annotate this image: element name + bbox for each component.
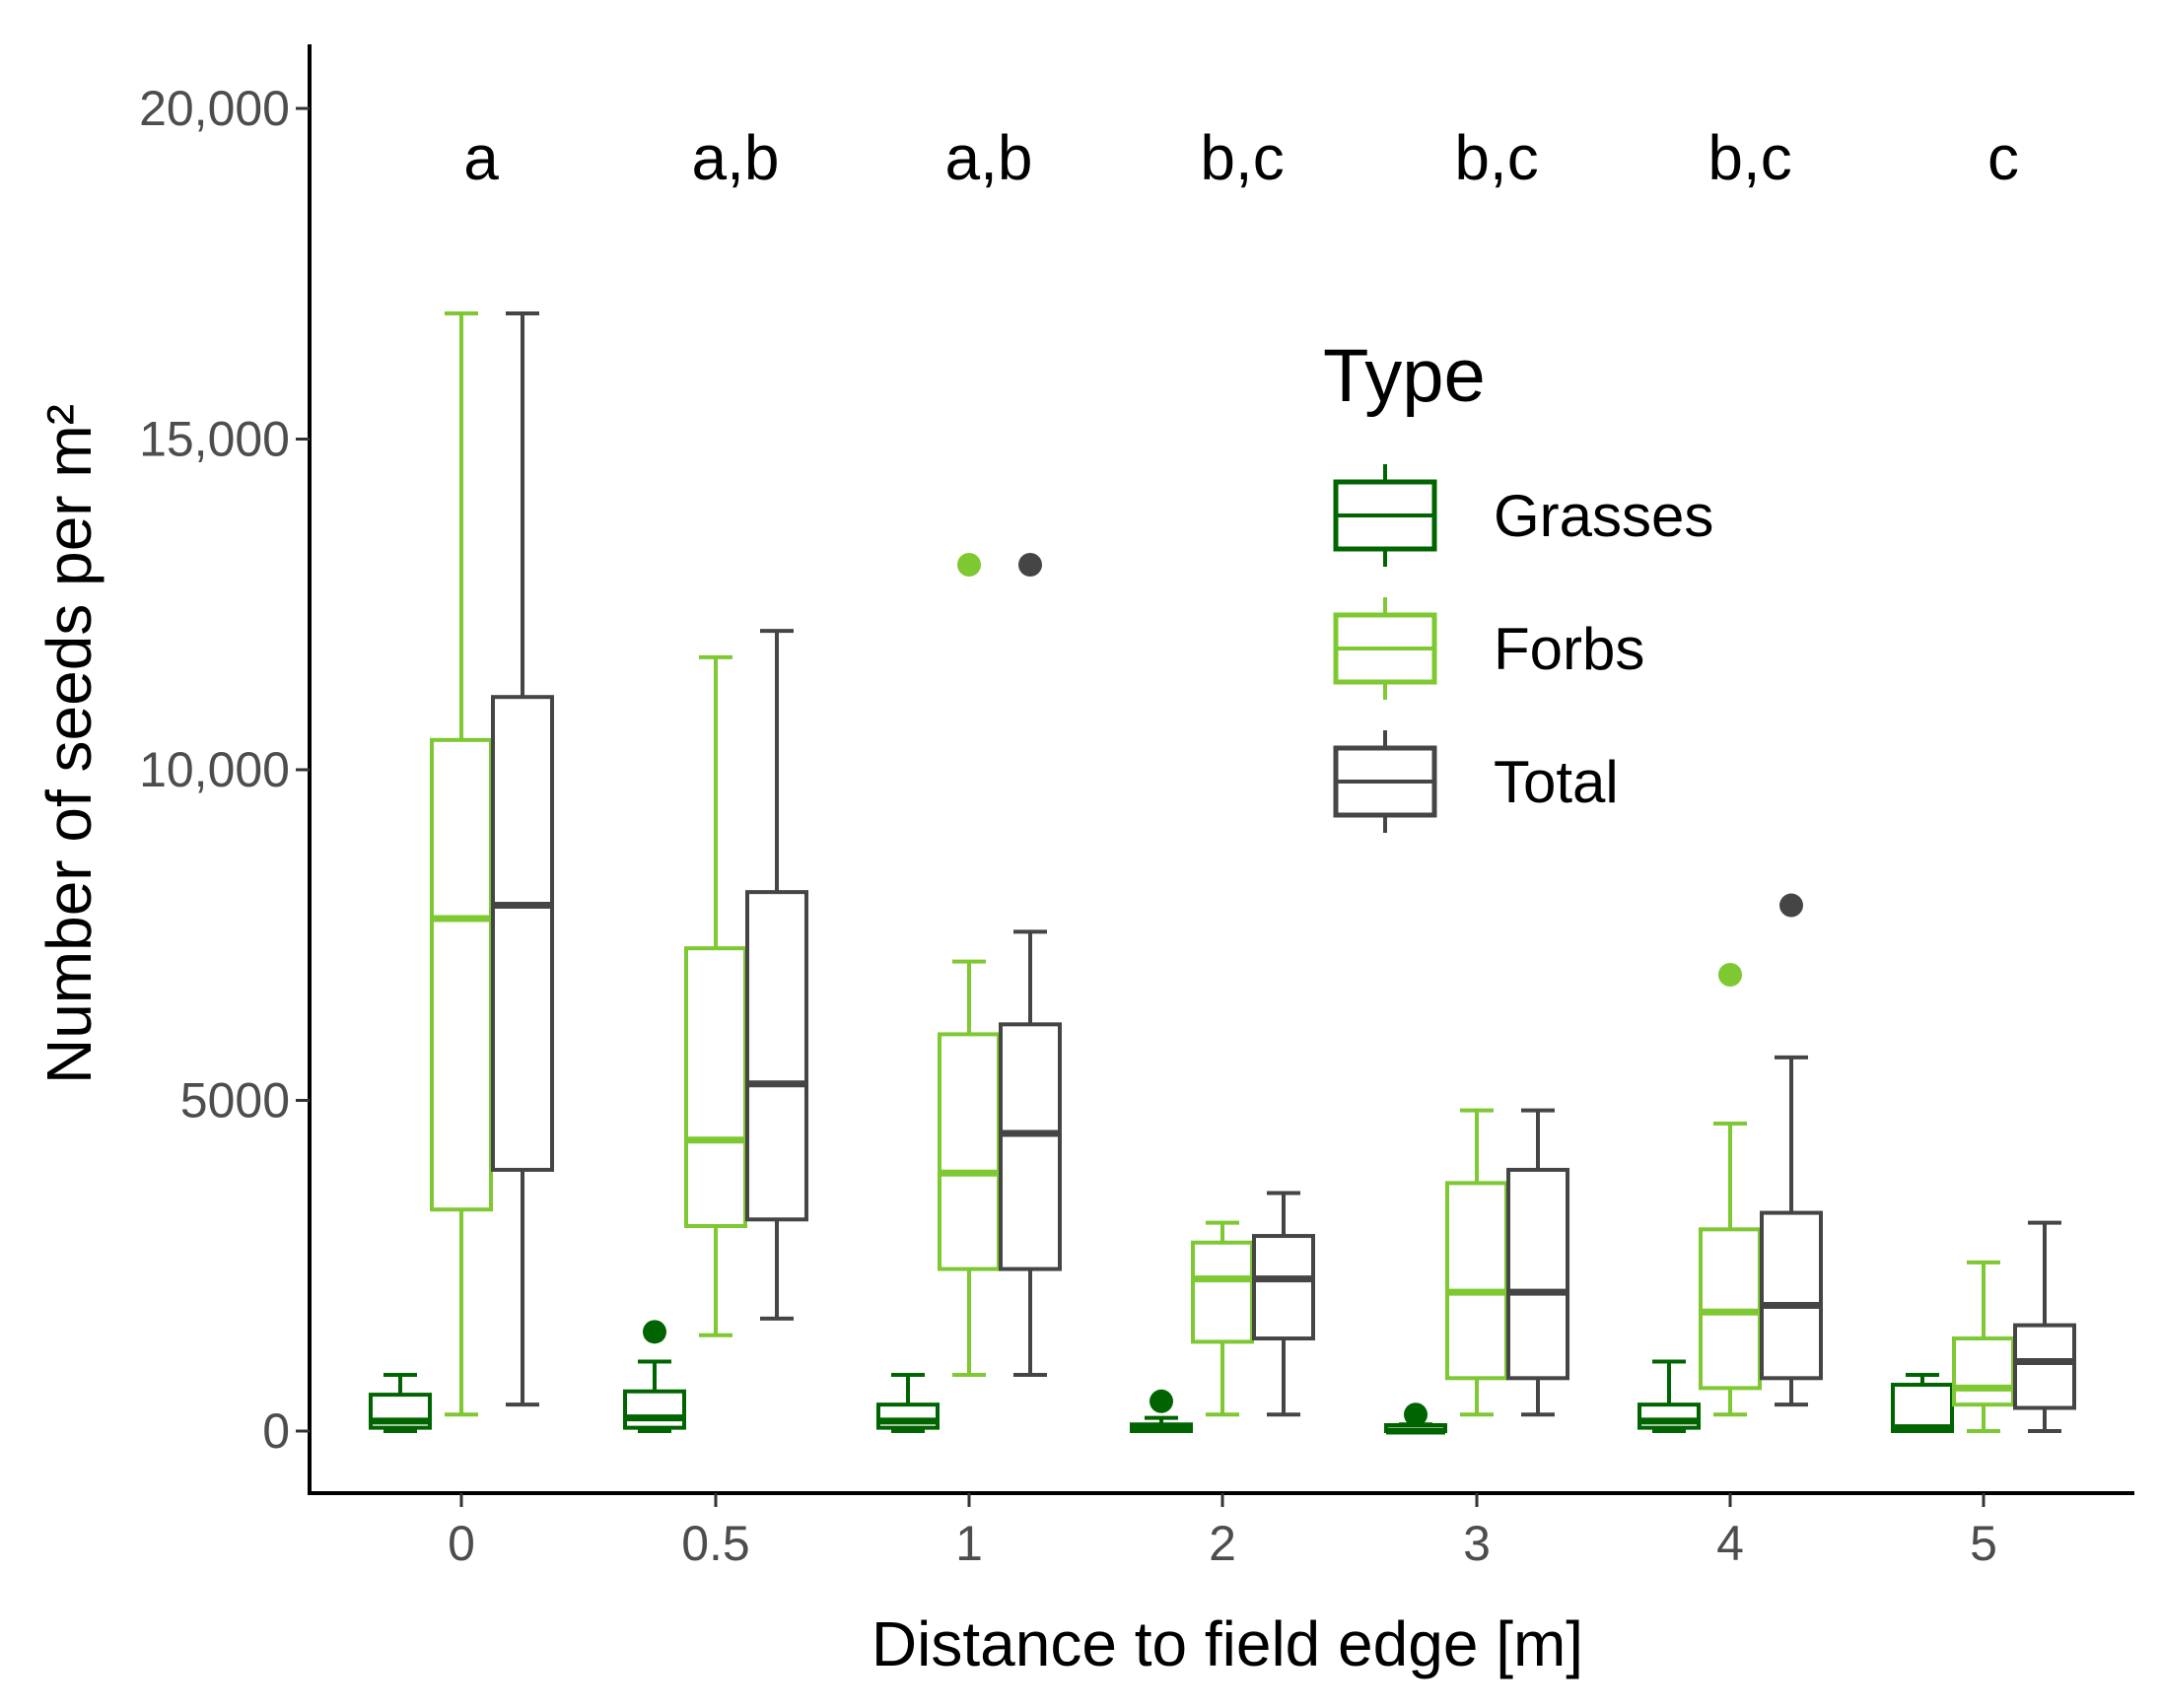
box-grasses-3 [1384, 1402, 1447, 1435]
significance-letter: b,c [1707, 122, 1791, 193]
box-forbs-1 [938, 552, 1001, 1377]
box-grasses-5 [1891, 1372, 1954, 1434]
significance-letters: a a,b a,b b,c b,c b,c c [463, 122, 2019, 193]
box-grasses-0 [369, 1372, 432, 1433]
legend-item-total: Total [1333, 730, 1619, 833]
legend-label: Total [1494, 749, 1619, 815]
box-total-2 [1252, 1191, 1315, 1417]
box-forbs-3 [1445, 1108, 1508, 1417]
box-grasses-4 [1637, 1359, 1701, 1433]
series-grasses [369, 1320, 1954, 1435]
series-forbs [430, 311, 2015, 1433]
x-axis-title: Distance to field edge [m] [871, 1608, 1583, 1679]
y-tick-label: 15,000 [139, 412, 290, 467]
outlier-point [1779, 893, 1803, 918]
iqr-box [938, 1032, 1001, 1271]
legend-label: Grasses [1494, 483, 1713, 549]
y-tick-label: 20,000 [139, 81, 290, 136]
iqr-box [1252, 1234, 1315, 1341]
significance-letter: c [1987, 122, 2019, 193]
iqr-box [745, 890, 808, 1222]
plot-area [369, 311, 2076, 1435]
iqr-box [1506, 1167, 1569, 1381]
y-axis-title: Number of seeds per m² [34, 404, 105, 1084]
outlier-point [1404, 1402, 1428, 1427]
box-grasses-0.5 [623, 1320, 686, 1433]
iqr-box [623, 1389, 686, 1430]
x-tick-label: 0.5 [681, 1516, 750, 1571]
y-tick-label: 0 [262, 1403, 290, 1459]
iqr-box [684, 946, 747, 1228]
x-tick-label: 2 [1209, 1516, 1236, 1571]
iqr-box [1952, 1336, 2015, 1407]
outlier-point [1150, 1389, 1173, 1413]
iqr-box [491, 695, 554, 1172]
significance-letter: b,c [1200, 122, 1284, 193]
box-total-0 [491, 311, 554, 1407]
significance-letter: a [463, 122, 499, 193]
iqr-box [1891, 1383, 1954, 1434]
box-total-5 [2013, 1220, 2076, 1433]
legend: Type Grasses Forbs Total [1323, 334, 1713, 833]
box-forbs-5 [1952, 1260, 2015, 1433]
legend-label: Forbs [1494, 616, 1644, 682]
y-tick-label: 5000 [180, 1073, 290, 1128]
significance-letter: a,b [945, 122, 1033, 193]
significance-letter: b,c [1454, 122, 1538, 193]
x-tick-label: 1 [955, 1516, 983, 1571]
outlier-point [957, 552, 981, 577]
y-tick-label: 10,000 [139, 742, 290, 797]
box-forbs-0.5 [684, 654, 747, 1337]
outlier-point [643, 1320, 666, 1344]
legend-title: Type [1323, 334, 1486, 418]
outlier-point [1718, 963, 1742, 988]
iqr-box [2013, 1323, 2076, 1410]
iqr-box [430, 737, 493, 1212]
legend-item-forbs: Forbs [1333, 597, 1644, 700]
legend-item-grasses: Grasses [1333, 464, 1713, 567]
iqr-box [999, 1022, 1062, 1271]
iqr-box [1760, 1210, 1823, 1381]
legend-items: Grasses Forbs Total [1333, 464, 1713, 833]
iqr-box [1445, 1181, 1508, 1381]
x-tick-label: 5 [1970, 1516, 1997, 1571]
x-tick-label: 3 [1463, 1516, 1491, 1571]
outlier-point [1018, 552, 1042, 577]
box-total-3 [1506, 1108, 1569, 1417]
series-total [491, 311, 2076, 1433]
x-ticks: 0 0.5 1 2 3 4 5 [448, 1493, 1997, 1571]
box-forbs-0 [430, 311, 493, 1417]
x-tick-label: 0 [448, 1516, 475, 1571]
significance-letter: a,b [692, 122, 780, 193]
box-total-4 [1760, 893, 1823, 1407]
box-total-0.5 [745, 629, 808, 1321]
axes: 0 5000 10,000 15,000 20,000 0 0.5 1 2 3 4 5 [139, 44, 2134, 1571]
box-forbs-2 [1191, 1220, 1254, 1417]
y-ticks: 0 5000 10,000 15,000 20,000 [139, 81, 310, 1459]
box-grasses-2 [1130, 1389, 1193, 1434]
iqr-box [1191, 1240, 1254, 1344]
box-total-1 [999, 552, 1062, 1377]
box-grasses-1 [876, 1372, 940, 1433]
box-forbs-4 [1699, 963, 1762, 1417]
x-tick-label: 4 [1716, 1516, 1744, 1571]
